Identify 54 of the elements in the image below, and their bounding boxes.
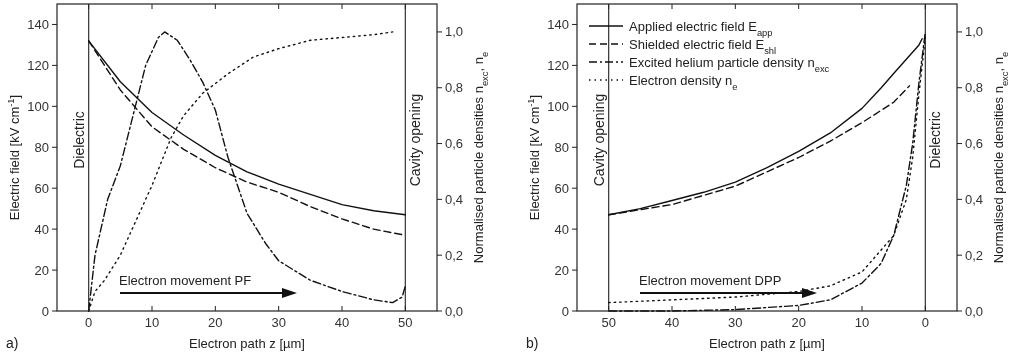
ref-line-label: Cavity opening [590, 93, 607, 187]
y2-tick-label: 0,6 [965, 136, 984, 152]
x-tick-label: 30 [271, 315, 286, 330]
annotation: Electron movement PF [119, 273, 252, 288]
y-tick-label: 80 [554, 139, 569, 155]
x-tick-label: 20 [791, 315, 806, 330]
y-tick-label: 20 [554, 262, 569, 278]
y2-tick-label: 0,0 [445, 303, 464, 319]
legend-label: Applied electric field E$_{app}$ [629, 19, 773, 38]
y-tick-label: 100 [547, 98, 569, 114]
x-tick-label: 50 [601, 315, 616, 330]
y2-tick-label: 0,8 [445, 80, 464, 96]
y-tick-label: 0 [41, 303, 49, 319]
legend-label: Excited helium particle density n$_{exc}$ [629, 55, 830, 74]
y2-tick-label: 0,2 [965, 247, 984, 263]
legend-label: Electron density n$_{e}$ [629, 73, 738, 92]
x-axis-title: Electron path z [µm] [709, 336, 825, 351]
x-tick-label: 30 [728, 315, 743, 330]
y2-tick-label: 0,8 [965, 80, 984, 96]
y-tick-label: 60 [34, 180, 49, 196]
y2-tick-label: 1,0 [445, 24, 464, 40]
y-tick-label: 100 [27, 98, 49, 114]
y-tick-label: 140 [27, 16, 49, 32]
text: a) [6, 335, 19, 351]
x-tick-label: 40 [334, 315, 350, 330]
ref-line-label: Dielectric [927, 111, 944, 169]
ref-line-label: Dielectric [70, 111, 87, 169]
y-tick-label: 120 [547, 57, 569, 73]
x-tick-label: 20 [208, 315, 223, 330]
x-tick-label: 0 [85, 315, 93, 330]
x-tick-label: 50 [398, 315, 413, 330]
y2-tick-label: 1,0 [965, 24, 984, 40]
y-tick-label: 0 [561, 303, 569, 319]
legend-label: Shielded electric field E$_{shl}$ [629, 37, 777, 56]
annotation: Electron movement DPP [639, 273, 782, 288]
y-tick-label: 40 [34, 221, 49, 237]
text: b) [526, 335, 539, 351]
y-tick-label: 120 [27, 57, 49, 73]
y-tick-label: 20 [34, 262, 49, 278]
y-tick-label: 140 [547, 16, 569, 32]
y2-tick-label: 0,4 [965, 191, 984, 207]
ref-line-label: Cavity opening [407, 93, 424, 187]
y-tick-label: 60 [554, 180, 569, 196]
x-tick-label: 10 [854, 315, 870, 330]
y-tick-label: 80 [34, 139, 49, 155]
x-tick-label: 40 [664, 315, 680, 330]
y2-tick-label: 0,2 [445, 247, 464, 263]
y2-tick-label: 0,4 [445, 191, 464, 207]
y2-tick-label: 0,0 [965, 303, 984, 319]
x-tick-label: 10 [144, 315, 160, 330]
x-axis-title: Electron path z [µm] [189, 336, 305, 351]
y2-tick-label: 0,6 [445, 136, 464, 152]
y-tick-label: 40 [554, 221, 569, 237]
x-tick-label: 0 [921, 315, 929, 330]
